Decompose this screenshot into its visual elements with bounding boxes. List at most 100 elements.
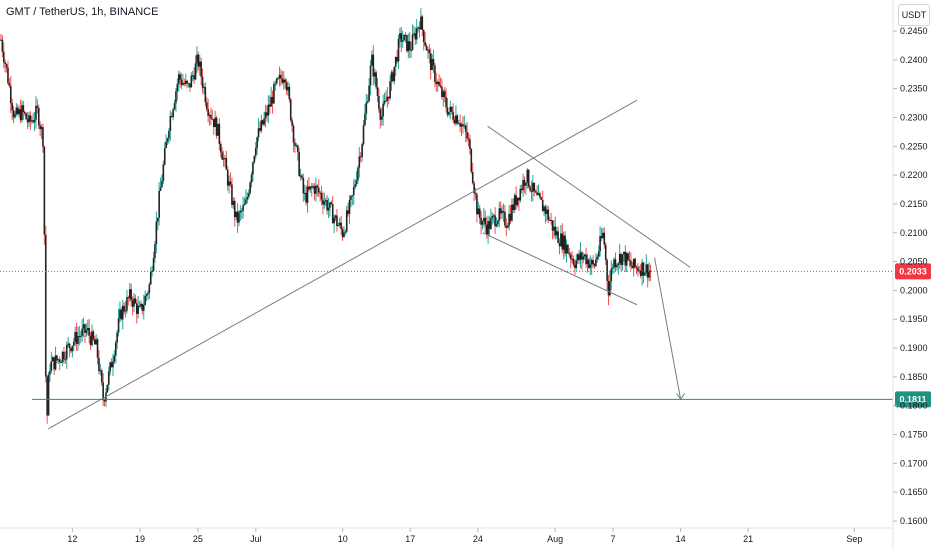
candle-body (50, 361, 53, 371)
candle-body (548, 219, 551, 221)
candle-body (116, 332, 118, 343)
candle-body (71, 345, 74, 352)
candle-body (336, 215, 338, 227)
currency-button[interactable]: USDT (898, 4, 930, 26)
candle-body (403, 34, 405, 41)
candle-body (467, 138, 470, 140)
candle-body (365, 102, 368, 114)
candle-body (124, 310, 127, 312)
candle-body (331, 204, 334, 224)
price-levels: 0.1811 0.2033 (0, 263, 931, 408)
candle-body (637, 267, 639, 272)
candle-body (221, 152, 223, 160)
candle-body (492, 215, 495, 217)
candle-body (347, 210, 349, 214)
candle-body (473, 183, 475, 194)
candle-body (107, 371, 110, 385)
candle-body (235, 211, 237, 218)
candle-body (513, 195, 516, 210)
y-tick-label: 0.1600 (900, 516, 928, 526)
candle-body (40, 127, 43, 130)
candle-body (434, 65, 436, 82)
candle-body (289, 99, 292, 121)
candle-body (406, 35, 408, 52)
candle-body (75, 331, 78, 344)
candle-body (4, 62, 6, 65)
candle-body (250, 174, 253, 183)
candle-body (196, 54, 198, 64)
candle-body (225, 158, 228, 170)
candle-body (119, 309, 121, 319)
candle-body (343, 232, 345, 238)
candle-body (600, 236, 603, 238)
candle-body (68, 343, 71, 349)
candle-body (264, 112, 267, 119)
candle-body (303, 192, 306, 194)
candle-body (141, 303, 144, 311)
candle-body (396, 56, 398, 62)
candle-body (217, 123, 219, 136)
candle-body (357, 167, 359, 181)
candle-body (281, 78, 284, 83)
candle-body (544, 206, 547, 214)
candle-body (21, 105, 23, 121)
candle-body (86, 327, 89, 331)
candle-body (497, 220, 499, 225)
candle-body (19, 109, 22, 121)
candle-body (49, 370, 51, 375)
candle-body (373, 72, 376, 77)
candle-body (58, 359, 61, 363)
candle-body (508, 213, 510, 226)
candle-body (613, 259, 615, 268)
candle-body (527, 169, 530, 187)
candle-body (207, 109, 209, 116)
candle-body (338, 222, 341, 226)
candle-body (364, 113, 366, 126)
candle-body (411, 34, 414, 50)
candle-body (623, 251, 625, 255)
candle-body (415, 28, 418, 40)
candle-body (222, 158, 225, 160)
candle-body (389, 81, 391, 99)
candle-body (175, 91, 177, 104)
candle-body (120, 309, 123, 320)
candle-body (268, 104, 271, 107)
candle-body (498, 208, 501, 221)
candle-body (114, 342, 117, 356)
candle-body (231, 184, 233, 205)
candle-body (236, 211, 239, 223)
candle-body (312, 186, 314, 188)
candle-body (260, 120, 263, 131)
candle-body (275, 78, 278, 84)
candle-body (308, 186, 310, 190)
candle-body (72, 341, 75, 346)
candle-body (242, 205, 244, 211)
candle-body (341, 229, 344, 238)
candle-body (44, 234, 47, 377)
candle-body (271, 97, 274, 104)
candle-body (292, 125, 295, 143)
candle-body (470, 149, 473, 172)
x-tick-label: 10 (338, 534, 348, 544)
y-tick-label: 0.2050 (900, 257, 928, 267)
candle-body (198, 61, 201, 67)
candle-body (22, 105, 25, 112)
candle-body (329, 202, 331, 208)
candle-body (460, 124, 463, 127)
candle-body (599, 236, 601, 252)
candle-body (93, 339, 96, 345)
candle-body (162, 164, 165, 181)
candle-body (424, 42, 426, 46)
candle-body (240, 210, 243, 212)
candle-body (23, 111, 26, 114)
candle-body (597, 251, 600, 257)
x-tick-label: 21 (743, 534, 753, 544)
candle-body (36, 105, 39, 108)
candle-body (267, 104, 270, 116)
candle-body (263, 118, 265, 125)
candle-body (67, 343, 69, 345)
candle-body (596, 256, 599, 260)
y-tick-label: 0.1900 (900, 343, 928, 353)
